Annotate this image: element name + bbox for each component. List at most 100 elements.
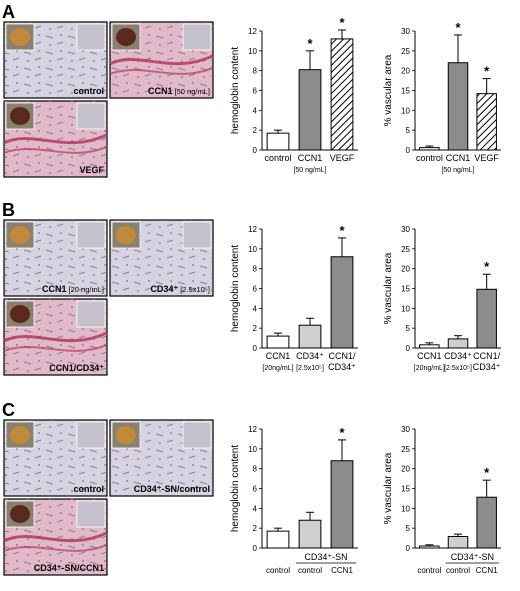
panel-letter: B [2, 200, 15, 220]
y-tick-label: 15 [401, 485, 410, 494]
y-tick-label: 5 [406, 524, 411, 533]
significance-marker: * [484, 465, 490, 480]
category-label: CCN1 [446, 153, 471, 163]
zoom-inset [76, 23, 106, 51]
bar [476, 496, 497, 549]
category-sublabel: CD34⁺ [473, 362, 501, 372]
bar [476, 93, 497, 151]
bar [298, 519, 322, 549]
blood-vessel [3, 133, 108, 145]
category-label: control [417, 566, 441, 575]
micrograph-label: CCN1/CD34⁺ [49, 363, 104, 373]
micrograph-label: control [74, 86, 105, 96]
y-tick-label: 30 [401, 225, 410, 234]
significance-marker: * [307, 36, 313, 51]
y-tick-label: 25 [401, 445, 410, 454]
y-tick-label: 10 [248, 47, 257, 56]
micrograph-label: CD34⁺ [2.5x10⁵] [150, 284, 210, 294]
y-tick-label: 30 [401, 27, 410, 36]
y-tick-label: 10 [401, 106, 410, 115]
micrograph: CD34⁺-SN/control [109, 419, 214, 497]
group-label: CD34⁺-SN [451, 552, 494, 562]
figure-panel: control CD34⁺-SN/control CD34⁺-SN/CCN1 [3, 419, 214, 576]
bar [266, 335, 290, 349]
y-tick-label: 0 [406, 344, 411, 353]
category-label: VEGF [330, 153, 355, 163]
micrograph: CCN1/CD34⁺ [3, 298, 108, 376]
y-tick-label: 15 [401, 87, 410, 96]
category-label: control [298, 566, 322, 575]
micrograph-label: CCN1 [20 ng/mL] [42, 284, 104, 294]
y-tick-label: 4 [253, 106, 258, 115]
category-sublabel: [2.5x10⁵] [444, 365, 472, 372]
y-tick-label: 12 [248, 225, 257, 234]
y-tick-label: 2 [253, 324, 258, 333]
bar [447, 535, 469, 549]
bar-chart: 0 5 10 15 20 25 30 % vascular area CCN1 [20ng/mL]… [383, 225, 501, 372]
bar [298, 69, 322, 151]
zoom-inset [76, 221, 106, 249]
panel-letter: A [2, 2, 15, 22]
zoom-inset [76, 421, 106, 449]
significance-marker: * [339, 425, 345, 440]
bar-chart: 0 2 4 6 8 10 12 hemoglobin content control contro… [230, 425, 358, 575]
bar [447, 62, 469, 151]
zoom-inset [76, 300, 106, 328]
micrograph-label: CD34⁺-SN/CCN1 [34, 563, 104, 573]
y-tick-label: 0 [406, 146, 411, 155]
category-label: CD34⁺ [444, 351, 472, 361]
bar [419, 545, 440, 549]
matrigel-plug [10, 28, 30, 46]
zoom-inset [182, 221, 212, 249]
category-label: CCN1 [331, 566, 353, 575]
micrograph-label: control [74, 484, 105, 494]
y-tick-label: 0 [406, 544, 411, 553]
significance-marker: * [484, 64, 490, 79]
y-tick-label: 12 [248, 27, 257, 36]
zoom-inset [182, 421, 212, 449]
category-sublabel: [20ng/mL] [414, 365, 445, 372]
category-label: control [266, 566, 290, 575]
y-tick-label: 4 [253, 304, 258, 313]
matrigel-plug [10, 305, 30, 323]
y-tick-label: 6 [253, 485, 258, 494]
y-tick-label: 25 [401, 47, 410, 56]
category-label: control [446, 566, 470, 575]
y-tick-label: 2 [253, 126, 258, 135]
zoom-inset [182, 23, 212, 51]
blood-vessel [3, 145, 108, 154]
y-axis-label: hemoglobin content [230, 445, 241, 533]
matrigel-plug [10, 226, 30, 244]
y-tick-label: 5 [406, 126, 411, 135]
category-sublabel: [50 ng/mL] [441, 167, 474, 174]
y-tick-label: 8 [253, 265, 258, 274]
micrograph-label: VEGF [79, 165, 104, 175]
y-tick-label: 12 [248, 425, 257, 434]
bar-chart: 0 2 4 6 8 10 12 hemoglobin content control * CCN1 [… [230, 15, 358, 174]
y-tick-label: 0 [253, 544, 258, 553]
micrograph: control [3, 21, 108, 99]
y-tick-label: 5 [406, 324, 411, 333]
y-axis-label: hemoglobin content [230, 47, 241, 135]
micrograph: CCN1 [20 ng/mL] [3, 219, 108, 297]
blood-vessel [3, 531, 108, 543]
y-tick-label: 20 [401, 67, 410, 76]
blood-vessel [3, 543, 108, 552]
category-label: CCN1 [476, 566, 498, 575]
matrigel-plug [116, 28, 136, 46]
bar-chart: 0 2 4 6 8 10 12 hemoglobin content CCN1 [20ng/mL]… [230, 223, 358, 372]
zoom-inset [76, 102, 106, 130]
group-label: CD34⁺-SN [304, 552, 347, 562]
category-label: CCN1 [298, 153, 323, 163]
bar-chart: 0 5 10 15 20 25 30 % vascular area control contro… [383, 425, 501, 575]
y-axis-label: % vascular area [383, 452, 394, 524]
y-axis-label: % vascular area [383, 54, 394, 126]
category-label: control [416, 153, 443, 163]
bar [419, 147, 440, 151]
bar [266, 132, 290, 151]
matrigel-plug [10, 505, 30, 523]
figure-panel: control CCN1 [50 ng/mL] VEGF [3, 21, 214, 178]
y-tick-label: 0 [253, 344, 258, 353]
bar [419, 344, 440, 349]
figure-panel: CCN1 [20 ng/mL] CD34⁺ [2.5x10⁵] CCN1/CD34⁺ [3, 219, 214, 376]
